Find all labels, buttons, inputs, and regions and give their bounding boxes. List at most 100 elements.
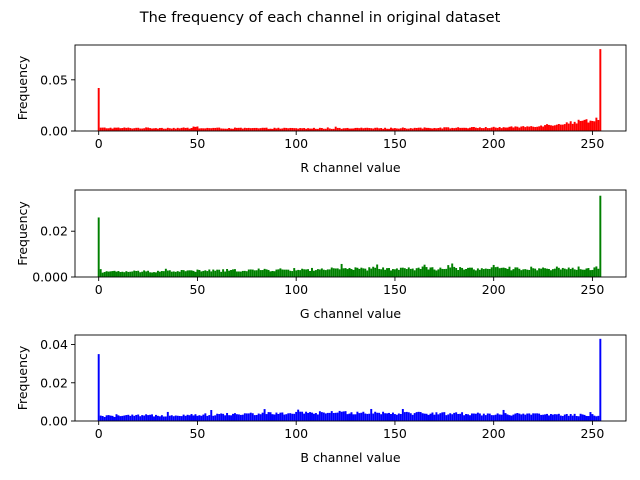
histogram-bar	[502, 127, 505, 131]
histogram-bar	[249, 128, 252, 131]
histogram-bar	[585, 119, 588, 131]
histogram-bar	[174, 415, 177, 421]
histogram-bar	[599, 338, 602, 421]
histogram-bar	[172, 416, 175, 421]
histogram-bar	[121, 415, 124, 421]
histogram-bar	[137, 270, 140, 277]
histogram-bar	[425, 127, 428, 131]
histogram-bar	[536, 413, 539, 421]
histogram-bar	[247, 127, 250, 131]
histogram-bar	[117, 415, 120, 421]
histogram-bar	[358, 413, 361, 421]
histogram-bar	[461, 267, 464, 277]
histogram-bar	[397, 413, 400, 421]
histogram-bar	[135, 127, 138, 131]
histogram-bar	[496, 127, 499, 131]
histogram-bar	[411, 268, 414, 277]
x-tick-label: 250	[580, 136, 604, 151]
histogram-bar	[399, 267, 402, 277]
histogram-bar	[567, 415, 570, 421]
histogram-bar	[235, 414, 238, 421]
histogram-bar	[202, 414, 205, 421]
histogram-bar	[417, 411, 420, 421]
histogram-bar	[322, 128, 325, 131]
histogram-bar	[469, 127, 471, 131]
histogram-bar	[382, 267, 385, 277]
histogram-bar	[467, 414, 469, 421]
histogram-bar	[170, 415, 173, 421]
histogram-bar	[457, 270, 460, 277]
histogram-bar	[257, 413, 260, 421]
histogram-bar	[208, 415, 211, 421]
histogram-bar	[451, 263, 454, 277]
histogram-bar	[453, 266, 456, 277]
histogram-bar	[263, 268, 266, 277]
histogram-bar	[480, 415, 483, 421]
histogram-bar	[156, 415, 159, 421]
histogram-bar	[573, 269, 576, 277]
histogram-bar	[348, 413, 351, 421]
histogram-bar	[237, 271, 240, 277]
histogram-bar	[593, 121, 596, 131]
histogram-bar	[364, 413, 367, 421]
histogram-bar	[384, 269, 387, 277]
histogram-bar	[131, 414, 134, 421]
histogram-bar	[101, 272, 104, 277]
histogram-bar	[303, 269, 306, 277]
histogram-bar	[113, 270, 116, 277]
histogram-bar	[277, 413, 280, 421]
histogram-bar	[143, 415, 146, 421]
histogram-bar	[285, 127, 288, 131]
histogram-bar	[583, 119, 586, 131]
histogram-bar	[316, 128, 319, 131]
histogram-bar	[542, 414, 545, 421]
axes-frame	[74, 189, 627, 278]
histogram-bar	[164, 416, 167, 421]
histogram-bar	[285, 414, 288, 421]
histogram-bar	[320, 128, 323, 131]
histogram-bar	[174, 128, 177, 131]
histogram-bar	[431, 267, 434, 277]
histogram-bar	[447, 265, 450, 277]
axes-frame	[74, 334, 627, 422]
histogram-bar	[571, 415, 574, 421]
histogram-bar	[380, 269, 383, 277]
histogram-bar	[313, 270, 315, 277]
histogram-bar	[99, 127, 102, 131]
histogram-bar	[589, 120, 592, 131]
histogram-bar	[399, 128, 402, 131]
histogram-bar	[595, 416, 598, 421]
histogram-bar	[228, 270, 231, 277]
histogram-bar	[504, 127, 507, 131]
x-axis-label: R channel value	[300, 160, 401, 175]
histogram-bar	[222, 413, 225, 421]
histogram-bar	[121, 271, 124, 277]
histogram-bar	[597, 268, 600, 277]
histogram-bar	[370, 408, 373, 421]
histogram-bar	[115, 127, 118, 131]
bars-b	[97, 338, 602, 421]
histogram-bar	[143, 128, 146, 131]
histogram-bar	[259, 128, 262, 131]
histogram-bar	[222, 269, 225, 277]
histogram-bar	[141, 128, 144, 131]
histogram-bar	[577, 416, 580, 421]
histogram-bar	[437, 128, 440, 131]
histogram-bar	[275, 128, 278, 131]
histogram-bar	[125, 271, 128, 277]
histogram-bar	[445, 127, 448, 131]
histogram-bar	[544, 268, 546, 277]
histogram-bar	[393, 128, 396, 131]
histogram-bar	[190, 414, 193, 421]
histogram-bar	[391, 269, 394, 277]
histogram-bar	[334, 268, 337, 277]
histogram-bar	[496, 413, 499, 421]
x-tick-label: 150	[383, 136, 407, 151]
histogram-bar	[486, 413, 489, 421]
histogram-bar	[202, 128, 205, 131]
histogram-bar	[336, 412, 339, 421]
histogram-bar	[480, 268, 483, 277]
histogram-bar	[153, 416, 155, 421]
histogram-bar	[105, 128, 108, 131]
